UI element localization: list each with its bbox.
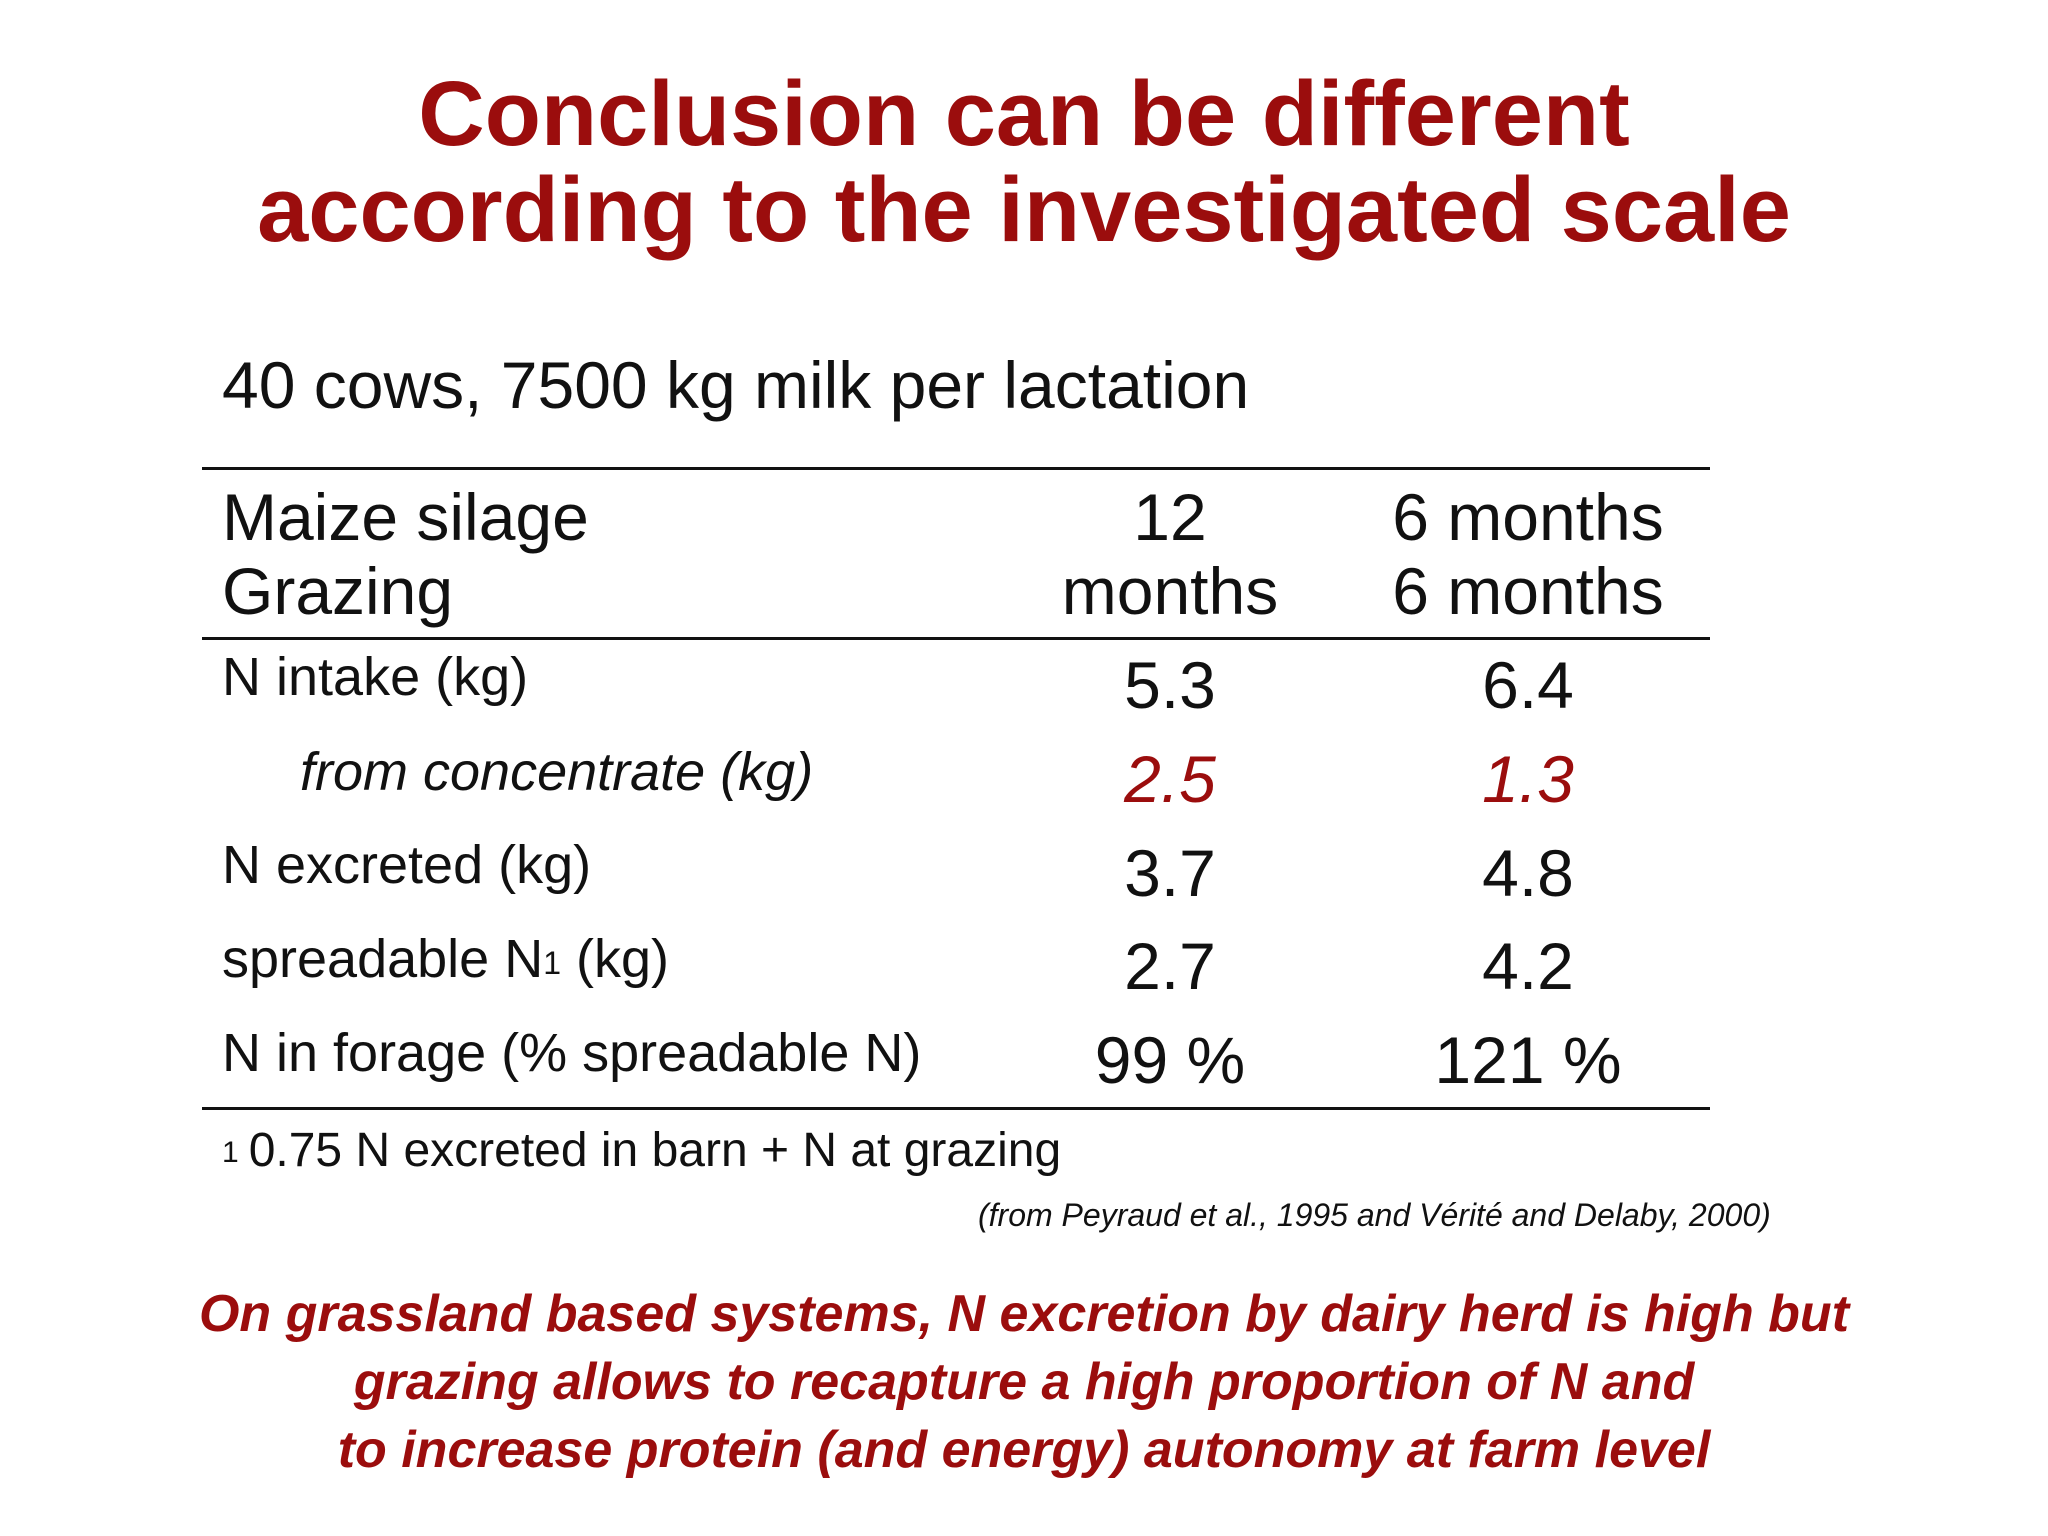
row-label-n-in-forage: N in forage (% spreadable N) <box>222 1023 922 1083</box>
header-col-1-line-1: 12 <box>1133 480 1207 554</box>
row-label-from-concentrate: from concentrate (kg) <box>300 742 814 802</box>
row-label-spreadable-n: spreadable N1 (kg) <box>222 927 669 991</box>
slide-subtitle: 40 cows, 7500 kg milk per lactation <box>222 348 1250 422</box>
row-n-excreted-col-1: 3.7 <box>1124 836 1216 910</box>
row-label-spreadable-n-suffix: (kg) <box>561 929 670 989</box>
slide-title-line-1: Conclusion can be different <box>418 63 1630 165</box>
row-n-intake-col-2: 6.4 <box>1482 648 1574 722</box>
row-from-concentrate-col-1: 2.5 <box>1124 742 1216 816</box>
row-n-excreted-col-2: 4.8 <box>1482 836 1574 910</box>
conclusion-line-3: to increase protein (and energy) autonom… <box>337 1421 1711 1479</box>
source-citation: (from Peyraud et al., 1995 and Vérité an… <box>978 1197 1771 1233</box>
row-n-intake-col-1: 5.3 <box>1124 648 1216 722</box>
row-label-n-intake: N intake (kg) <box>222 647 529 707</box>
conclusion-line-2: grazing allows to recapture a high propo… <box>353 1353 1695 1411</box>
slide-title: Conclusion can be different according to… <box>0 66 2048 258</box>
header-col-2-line-2: 6 months <box>1392 554 1664 628</box>
table-top-rule <box>202 467 1710 470</box>
row-label-spreadable-n-text: spreadable N <box>222 929 544 989</box>
row-n-in-forage-col-2: 121 % <box>1434 1023 1622 1097</box>
row-n-in-forage-col-1: 99 % <box>1094 1023 1246 1097</box>
table-bottom-rule <box>202 1107 1710 1110</box>
table-header-col-2: 6 months 6 months <box>1358 480 1698 628</box>
row-label-n-excreted: N excreted (kg) <box>222 835 592 895</box>
conclusion-line-1: On grassland based systems, N excretion … <box>198 1285 1850 1343</box>
table-footnote: 1 0.75 N excreted in barn + N at grazing <box>222 1122 1061 1180</box>
header-col-2-line-1: 6 months <box>1392 480 1664 554</box>
footnote-marker: 1 <box>222 1136 239 1169</box>
header-col-1-line-2: months <box>1061 554 1279 628</box>
table-header-rule <box>202 637 1710 640</box>
row-from-concentrate-col-2: 1.3 <box>1482 742 1574 816</box>
table-header-label: Maize silage Grazing <box>222 480 589 628</box>
row-spreadable-n-col-1: 2.7 <box>1124 929 1216 1003</box>
header-label-maize-silage: Maize silage <box>222 480 589 554</box>
footnote-text: 0.75 N excreted in barn + N at grazing <box>248 1124 1062 1177</box>
table-header-col-1: 12 months <box>1000 480 1340 628</box>
slide-title-line-2: according to the investigated scale <box>257 159 1791 261</box>
row-label-spreadable-n-sup: 1 <box>543 945 562 981</box>
header-label-grazing: Grazing <box>222 554 454 628</box>
row-spreadable-n-col-2: 4.2 <box>1482 929 1574 1003</box>
conclusion-text: On grassland based systems, N excretion … <box>0 1280 2048 1484</box>
